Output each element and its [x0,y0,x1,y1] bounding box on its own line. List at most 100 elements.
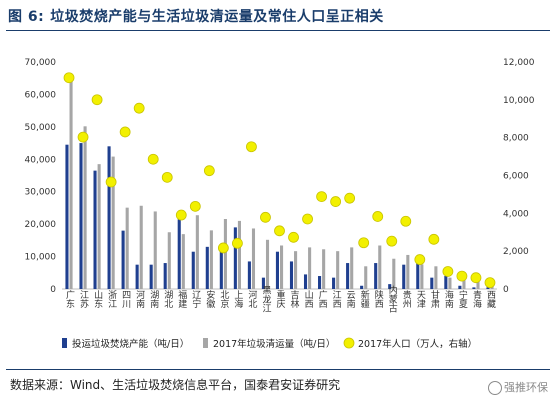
category-label: 青海 [471,289,482,309]
collection-bar [406,254,410,289]
watermark-text: 强推环保 [504,381,548,394]
capacity-bar [247,261,251,289]
population-point [316,191,327,202]
wechat-icon [488,381,502,395]
y-right-tick-label: 6,000 [503,172,529,182]
capacity-bar [289,261,294,289]
population-point [358,237,370,249]
category-label: 贵州 [401,289,412,308]
capacity-bar [430,277,434,289]
population-point [372,211,384,222]
legend-collection-label: 2017年垃圾清运量（吨/日） [213,338,335,350]
category-label: 广西 [317,289,328,309]
y-right-tick-label: 8,000 [503,134,529,144]
capacity-bar [219,245,223,289]
y-left-tick-label: 70,000 [25,58,57,68]
category-label: 内蒙古 [387,284,398,313]
collection-bar [69,77,73,289]
legend-population-swatch [343,337,355,349]
collection-bar [378,245,382,289]
collection-bar [167,232,171,289]
capacity-bar [444,276,448,289]
population-point [302,213,313,225]
category-label: 云南 [345,290,356,308]
capacity-bar [458,285,462,289]
capacity-bar [402,264,406,289]
collection-bar [336,251,340,289]
population-point [161,171,173,183]
y-right-tick-label: 0 [503,285,509,295]
category-label: 安徽 [204,289,215,309]
category-label: 四川 [120,290,131,308]
collection-bar [223,219,227,289]
y-right-tick-label: 2,000 [503,247,529,257]
population-point [189,200,201,212]
category-label: 上海 [232,290,243,309]
collection-bar [139,205,143,289]
legend-capacity-label: 投运垃圾焚烧产能（吨/日） [72,338,189,350]
y-left-tick-label: 50,000 [25,123,57,133]
figure-title-text: 垃圾焚烧产能与生活垃圾清运量及常住人口呈正相关 [50,9,384,25]
legend-collection-swatch [203,338,208,348]
collection-bar [83,126,87,289]
capacity-bar [388,284,392,289]
collection-bar [294,251,298,289]
collection-bar [434,266,438,289]
capacity-bar [135,264,139,289]
collection-bar [209,230,213,289]
figure-title: 图 6: 垃圾焚烧产能与生活垃圾清运量及常住人口呈正相关 [8,6,384,26]
collection-bar [251,228,256,289]
y-right-tick-label: 10,000 [503,96,535,106]
population-point [386,235,398,247]
collection-bar [476,281,480,289]
population-point [414,254,426,265]
collection-bar [350,247,354,289]
population-point [344,192,356,204]
capacity-bar [374,263,378,289]
category-label: 浙江 [106,289,117,309]
population-point [105,176,117,188]
capacity-bar [275,251,279,289]
collection-bar [448,277,452,289]
capacity-bar [346,263,350,289]
collection-bar [308,247,312,289]
capacity-bar [177,219,181,289]
category-label: 吉林 [289,290,300,309]
category-label: 甘肃 [429,289,440,309]
y-left-tick-label: 20,000 [25,220,57,230]
population-point [203,165,215,177]
population-point [330,196,342,207]
category-label: 湖北 [162,290,173,309]
capacity-bar [472,287,476,289]
source-note: 数据来源：Wind、生活垃圾焚烧信息平台，国泰君安证券研究 [10,378,341,392]
population-point [91,94,103,106]
collection-bar [97,164,101,289]
category-label: 山东 [92,290,103,308]
capacity-bar [65,144,69,289]
category-label: 天津 [415,290,426,309]
category-label: 江苏 [78,290,89,309]
population-point [456,270,468,282]
collection-bar [462,279,466,289]
population-point [232,237,243,249]
capacity-bar [332,277,336,289]
category-label: 湖南 [148,290,159,308]
population-point [147,153,159,165]
capacity-bar [191,251,195,289]
population-point [260,211,271,223]
category-label: 辽宁 [190,290,201,308]
capacity-bar [318,276,322,289]
y-left-tick-label: 40,000 [25,155,57,165]
capacity-bar [107,146,111,289]
population-point [119,126,131,138]
category-label: 北京 [218,290,229,309]
population-point [217,242,229,254]
y-right-tick-label: 12,000 [503,58,535,68]
population-point [77,131,89,143]
capacity-bar [233,227,237,289]
category-label: 新疆 [359,289,370,309]
collection-bar [322,249,326,289]
category-label: 山西 [303,290,314,309]
